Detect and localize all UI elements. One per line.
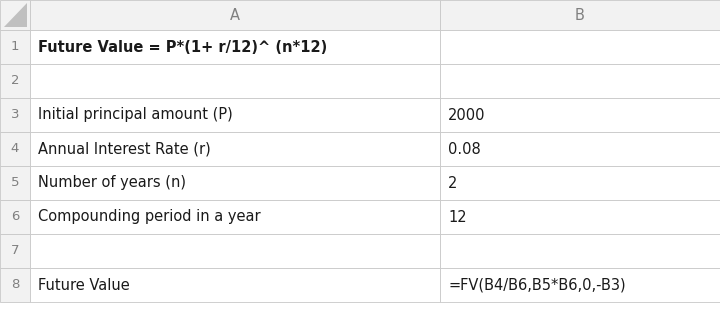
Text: 0.08: 0.08 — [448, 142, 481, 156]
Text: Compounding period in a year: Compounding period in a year — [38, 210, 261, 225]
Bar — [440, 132, 720, 166]
Text: 3: 3 — [11, 108, 19, 121]
Bar — [0, 268, 30, 302]
Bar — [30, 98, 440, 132]
Bar — [30, 234, 440, 268]
Bar — [30, 132, 440, 166]
Text: =FV(B4/B6,B5*B6,0,-B3): =FV(B4/B6,B5*B6,0,-B3) — [448, 277, 626, 293]
Bar — [30, 200, 440, 234]
Bar — [30, 0, 440, 30]
Bar — [30, 30, 440, 64]
Bar — [0, 132, 30, 166]
Bar — [440, 268, 720, 302]
Bar — [0, 64, 30, 98]
Text: 8: 8 — [11, 278, 19, 291]
Text: 6: 6 — [11, 210, 19, 223]
Bar — [30, 268, 440, 302]
Bar — [440, 166, 720, 200]
Bar — [440, 234, 720, 268]
Text: Number of years (n): Number of years (n) — [38, 176, 186, 191]
Text: 12: 12 — [448, 210, 467, 225]
Text: Future Value = P*(1+ r/12)^ (n*12): Future Value = P*(1+ r/12)^ (n*12) — [38, 40, 328, 54]
Bar — [440, 200, 720, 234]
Bar — [440, 0, 720, 30]
Text: 1: 1 — [11, 40, 19, 53]
Bar — [0, 200, 30, 234]
Text: 4: 4 — [11, 142, 19, 155]
Text: Annual Interest Rate (r): Annual Interest Rate (r) — [38, 142, 211, 156]
Bar — [30, 166, 440, 200]
Bar — [440, 30, 720, 64]
Bar — [0, 0, 30, 30]
Text: 2: 2 — [11, 74, 19, 87]
Text: A: A — [230, 7, 240, 23]
Bar — [0, 98, 30, 132]
Text: 5: 5 — [11, 176, 19, 189]
Text: B: B — [575, 7, 585, 23]
Bar — [0, 234, 30, 268]
Bar — [0, 30, 30, 64]
Text: 2000: 2000 — [448, 108, 485, 122]
Bar — [30, 64, 440, 98]
Text: Initial principal amount (P): Initial principal amount (P) — [38, 108, 233, 122]
Text: 2: 2 — [448, 176, 457, 191]
Polygon shape — [4, 3, 27, 27]
Text: Future Value: Future Value — [38, 277, 130, 293]
Text: 7: 7 — [11, 244, 19, 257]
Bar — [440, 64, 720, 98]
Bar — [440, 98, 720, 132]
Bar — [0, 166, 30, 200]
